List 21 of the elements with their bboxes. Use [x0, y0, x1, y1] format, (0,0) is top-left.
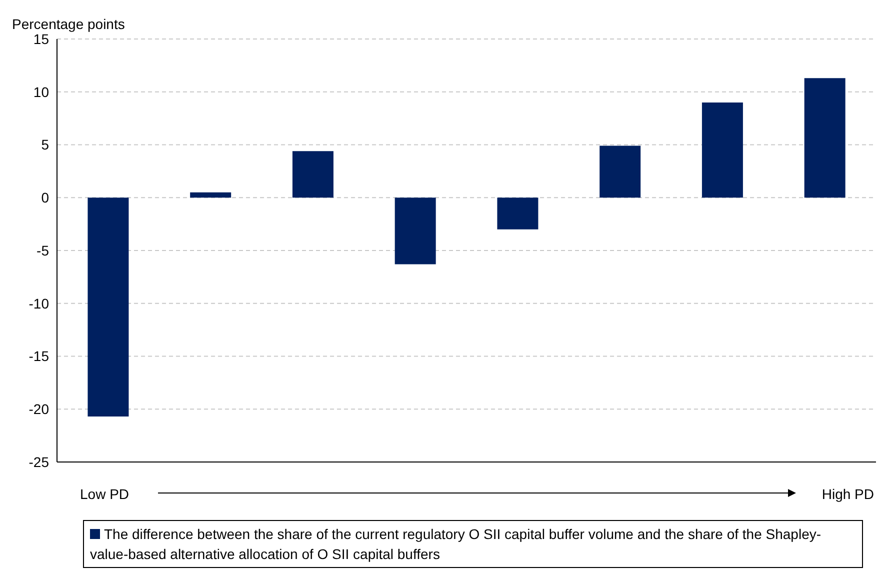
- bar: [702, 102, 743, 198]
- bar: [394, 198, 436, 264]
- y-tick-label: -5: [36, 242, 50, 258]
- bar: [292, 151, 334, 198]
- bar: [600, 146, 641, 198]
- y-tick-label: -15: [28, 348, 50, 364]
- text: Low PD: [80, 486, 130, 502]
- bar: [804, 78, 846, 198]
- y-tick-label: -20: [28, 401, 50, 418]
- y-tick-label: -25: [28, 454, 50, 470]
- y-tick-label: 0: [41, 190, 50, 206]
- bar: [88, 198, 129, 417]
- y-tick-label: 10: [33, 84, 50, 100]
- legend-label: The difference between the share of the current regulatory O SII capital buffer volume and the share of the Shapley-value-based alternative allocation of O SII capital buffers: [90, 526, 822, 562]
- y-tick-label: 5: [41, 136, 50, 153]
- y-axis-title: Percentage points: [12, 16, 125, 32]
- bar: [190, 192, 232, 198]
- bar: [497, 198, 538, 230]
- y-tick-label: 15: [33, 30, 50, 47]
- text: High PD: [822, 486, 874, 502]
- y-tick-label: -10: [28, 295, 50, 312]
